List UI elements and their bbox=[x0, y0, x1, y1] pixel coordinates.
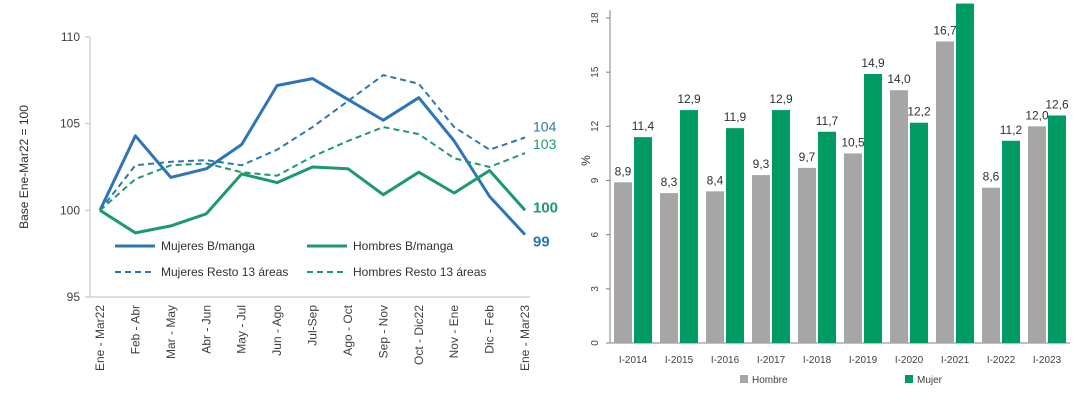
bar-value-label: 8,3 bbox=[661, 175, 678, 189]
bar-value-label: 12,2 bbox=[907, 105, 931, 119]
bar bbox=[890, 90, 908, 343]
y-tick-label: 0 bbox=[590, 340, 601, 346]
bar bbox=[772, 110, 790, 343]
legend-swatch bbox=[905, 375, 913, 383]
series-end-label: 104 bbox=[533, 119, 557, 135]
bar bbox=[936, 41, 954, 343]
x-tick-label: Nov - Ene bbox=[447, 305, 461, 359]
bar-value-label: 14,0 bbox=[887, 72, 911, 86]
bar bbox=[614, 182, 632, 343]
bar-value-label: 9,3 bbox=[753, 157, 770, 171]
legend-label: Hombres B/manga bbox=[353, 239, 453, 253]
bar-value-label: 12,0 bbox=[1025, 108, 1049, 122]
bar bbox=[706, 191, 724, 343]
bar-value-label: 12,9 bbox=[677, 92, 701, 106]
y-tick-label: 12 bbox=[590, 120, 601, 132]
x-tick-label: I-2017 bbox=[757, 355, 786, 366]
bar bbox=[1002, 140, 1020, 343]
bar bbox=[634, 137, 652, 343]
bar bbox=[910, 122, 928, 343]
x-tick-label: Dic - Feb bbox=[483, 305, 497, 354]
series-line bbox=[99, 126, 526, 212]
bar-value-label: 14,9 bbox=[861, 56, 885, 70]
y-tick-label: 15 bbox=[590, 66, 601, 78]
x-tick-label: Abr - Jun bbox=[199, 305, 213, 354]
bar-chart: 0 3 6 9 12 15 18% 8,9 11,4 I-2014 8,3 12,9 I-2015 8,4… bbox=[579, 3, 1070, 386]
bar-value-label: 11,9 bbox=[724, 110, 747, 124]
bar bbox=[1048, 115, 1066, 343]
x-tick-label: I-2014 bbox=[619, 355, 648, 366]
bar bbox=[1028, 126, 1046, 343]
series-end-label: 100 bbox=[533, 199, 558, 216]
bar bbox=[752, 175, 770, 343]
bar bbox=[726, 128, 744, 343]
bar-value-label: 12,6 bbox=[1045, 98, 1069, 112]
bar bbox=[660, 193, 678, 343]
y-tick-label: 110 bbox=[61, 30, 80, 44]
y-tick-label: 105 bbox=[60, 117, 80, 131]
series-line bbox=[99, 165, 527, 235]
bar-value-label: 12,9 bbox=[769, 92, 793, 106]
y-tick-label: 18 bbox=[590, 12, 601, 24]
x-tick-label: Sep - Nov bbox=[376, 305, 390, 358]
bar bbox=[818, 131, 836, 343]
bar-value-label: 10,5 bbox=[841, 135, 865, 149]
x-tick-label: I-2018 bbox=[803, 355, 832, 366]
x-tick-label: I-2015 bbox=[665, 355, 694, 366]
legend-label: Hombres Resto 13 áreas bbox=[353, 265, 486, 279]
bar bbox=[864, 73, 882, 343]
x-tick-label: Ago - Oct bbox=[341, 304, 355, 355]
bar-value-label: 9,7 bbox=[799, 150, 816, 164]
y-tick-label: 6 bbox=[590, 231, 601, 237]
y-axis-title: % bbox=[579, 155, 593, 166]
y-tick-label: 9 bbox=[590, 177, 601, 183]
x-tick-label: Feb - Abr bbox=[128, 305, 142, 354]
y-tick-label: 3 bbox=[590, 286, 601, 292]
x-tick-label: Jun - Ago bbox=[270, 305, 284, 356]
bar bbox=[844, 153, 862, 343]
bar-value-label: 11,2 bbox=[1000, 123, 1023, 137]
legend-label: Mujeres B/manga bbox=[161, 239, 255, 253]
legend-label: Mujer bbox=[917, 375, 943, 386]
series-end-label: 99 bbox=[533, 234, 550, 251]
bar bbox=[956, 3, 974, 344]
bar-value-label: 8,6 bbox=[983, 170, 1000, 184]
series-end-label: 103 bbox=[533, 136, 557, 152]
x-tick-label: May - Jul bbox=[235, 305, 249, 354]
y-tick-label: 95 bbox=[67, 290, 81, 304]
x-tick-label: I-2020 bbox=[895, 355, 924, 366]
bar-value-label: 8,4 bbox=[707, 173, 724, 187]
line-chart: 95 100 105 110 Base Ene-Mar22 = 100 Ene - Mar… bbox=[17, 30, 558, 371]
x-tick-label: Ene - Mar23 bbox=[518, 305, 532, 371]
legend-label: Mujeres Resto 13 áreas bbox=[161, 265, 288, 279]
bar-value-label: 8,9 bbox=[615, 164, 632, 178]
bar-value-label: 11,4 bbox=[632, 119, 655, 133]
x-tick-label: Ene - Mar22 bbox=[93, 305, 107, 371]
x-tick-label: Oct - Dic22 bbox=[412, 305, 426, 365]
bar-value-label: 11,7 bbox=[816, 114, 839, 128]
y-axis-title: Base Ene-Mar22 = 100 bbox=[17, 105, 31, 229]
bar bbox=[798, 167, 816, 343]
x-tick-label: I-2021 bbox=[941, 355, 970, 366]
x-tick-label: I-2023 bbox=[1033, 355, 1062, 366]
x-tick-label: Jul-Sep bbox=[306, 305, 320, 346]
legend-swatch bbox=[740, 375, 748, 383]
bar bbox=[680, 110, 698, 343]
x-tick-label: Mar - May bbox=[164, 305, 178, 359]
x-tick-label: I-2019 bbox=[849, 355, 878, 366]
legend-label: Hombre bbox=[752, 375, 788, 386]
y-tick-label: 100 bbox=[60, 203, 80, 217]
series-line bbox=[98, 77, 527, 236]
series-line bbox=[99, 74, 526, 211]
bar bbox=[982, 187, 1000, 343]
x-tick-label: I-2022 bbox=[987, 355, 1016, 366]
bar-value-label: 16,7 bbox=[933, 23, 957, 37]
x-tick-label: I-2016 bbox=[711, 355, 740, 366]
